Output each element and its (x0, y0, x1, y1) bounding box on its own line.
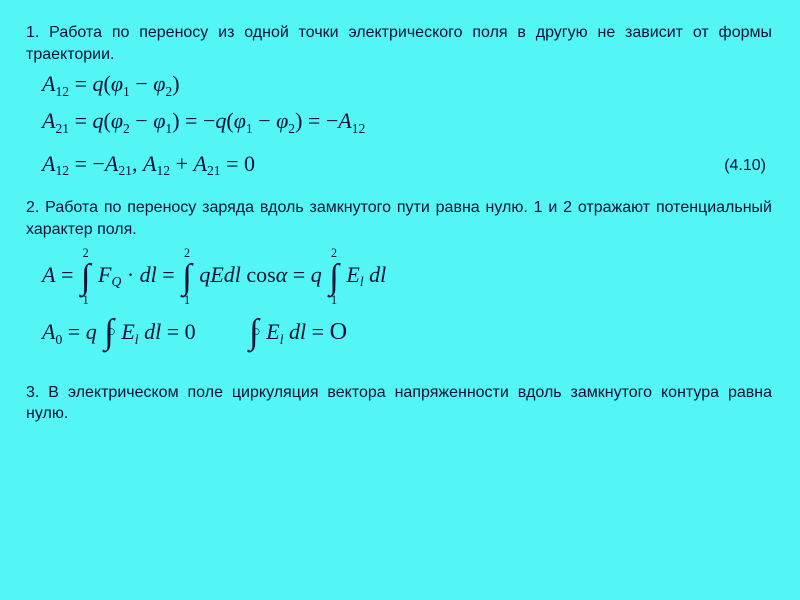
equation-a12: A12 = q(φ1 − φ2) (42, 71, 772, 100)
integral-icon: 2 ∫ 1 (81, 247, 91, 306)
equation-sum: A12 = −A21, A12 + A21 = 0 (42, 151, 255, 180)
equation-circulation: A0 = q ∫○ El dl = 0 ∫○ El dl = O (42, 318, 772, 348)
paragraph-1: 1. Работа по переносу из одной точки эле… (26, 22, 772, 65)
paragraph-3: 3. В электрическом поле циркуляция векто… (26, 382, 772, 425)
equation-sum-row: A12 = −A21, A12 + A21 = 0 (4.10) (26, 145, 772, 188)
integral-icon: 2 ∫ 1 (182, 247, 192, 306)
equation-number: (4.10) (724, 157, 772, 175)
integral-icon: 2 ∫ 1 (329, 247, 339, 306)
equation-a21: A21 = q(φ2 − φ1) = −q(φ1 − φ2) = −A12 (42, 108, 772, 137)
paragraph-2: 2. Работа по переносу заряда вдоль замкн… (26, 197, 772, 240)
equation-work-integral: A = 2 ∫ 1 FQ · dl = 2 ∫ 1 qEdl cosα = q … (42, 247, 772, 306)
